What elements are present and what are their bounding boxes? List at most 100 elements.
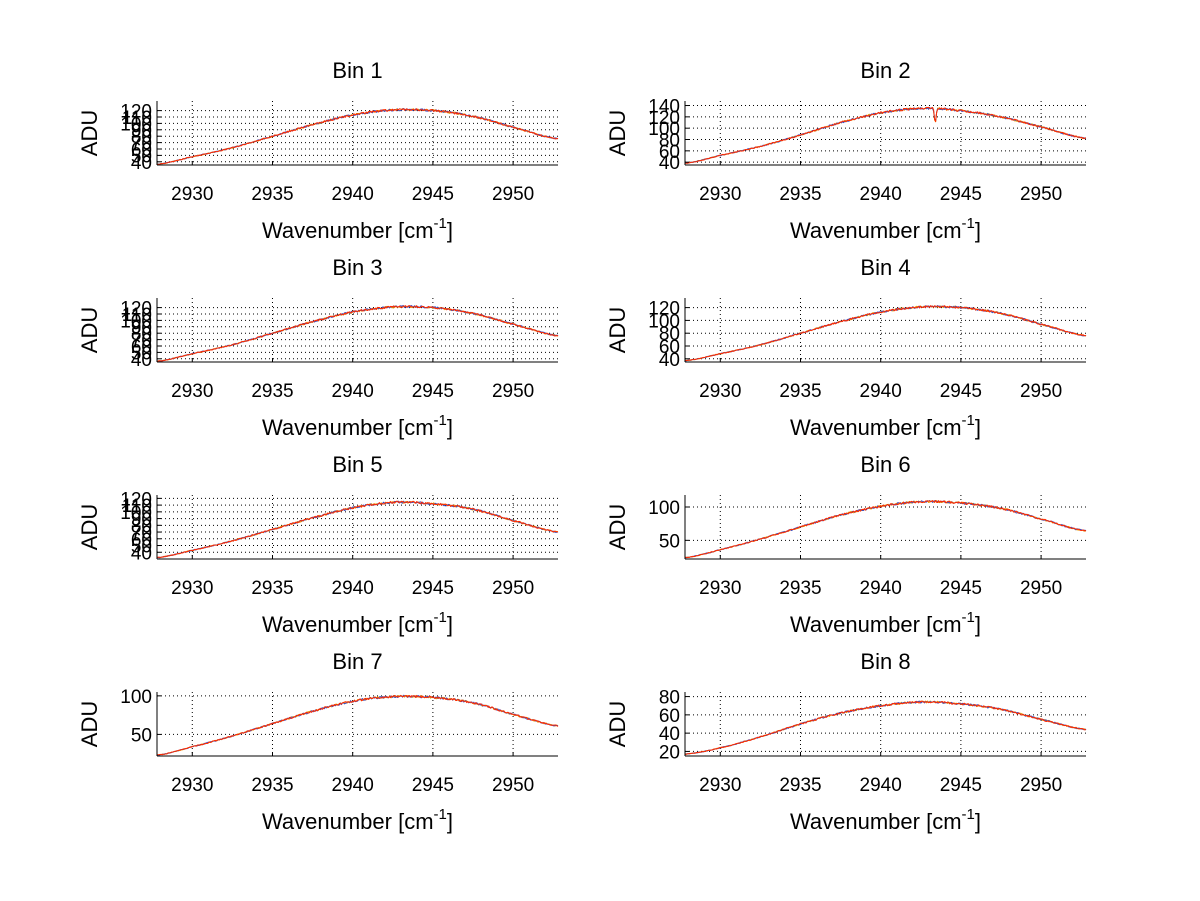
trace-orange bbox=[684, 106, 1087, 164]
trace-orange bbox=[156, 500, 559, 559]
subplot-title: Bin 7 bbox=[332, 649, 382, 674]
x-tick-label: 2935 bbox=[779, 184, 821, 205]
x-tick-label: 2940 bbox=[332, 184, 374, 205]
x-tick-label: 2940 bbox=[332, 381, 374, 402]
x-axis-label: Wavenumber [cm-1] bbox=[790, 412, 981, 440]
x-tick-label: 2945 bbox=[940, 184, 982, 205]
x-tick-label: 2945 bbox=[940, 381, 982, 402]
x-tick-label: 2930 bbox=[171, 381, 213, 402]
x-tick-label: 2945 bbox=[412, 775, 454, 796]
y-tick-label: 120 bbox=[648, 299, 680, 320]
trace-red bbox=[156, 500, 559, 558]
y-axis-label: ADU bbox=[77, 110, 102, 156]
y-tick-label: 50 bbox=[131, 725, 152, 746]
y-axis-label: ADU bbox=[605, 504, 630, 550]
y-tick-label: 50 bbox=[131, 343, 152, 364]
y-tick-label: 70 bbox=[131, 134, 152, 155]
subplot-title: Bin 3 bbox=[332, 255, 382, 280]
subplot-bin-1: 2930 2935 2940 2945 2950 40506070809010011012… bbox=[77, 58, 559, 243]
trace-red bbox=[684, 700, 1087, 755]
y-tick-label: 40 bbox=[131, 153, 152, 174]
trace-orange bbox=[684, 500, 1086, 559]
y-tick-label: 90 bbox=[131, 318, 152, 339]
subplot-bin-7: 2930 2935 2940 2945 2950 50 100 Bin 7 Wavenumber… bbox=[77, 649, 559, 834]
trace-red bbox=[156, 694, 559, 756]
trace-blue bbox=[684, 106, 1087, 164]
y-tick-label: 60 bbox=[131, 140, 152, 161]
x-tick-label: 2940 bbox=[332, 578, 374, 599]
y-axis-label: ADU bbox=[605, 307, 630, 353]
x-axis-label: Wavenumber [cm-1] bbox=[262, 806, 453, 834]
x-tick-label: 2930 bbox=[171, 578, 213, 599]
x-tick-label: 2945 bbox=[412, 184, 454, 205]
trace-red bbox=[684, 500, 1087, 559]
y-tick-label: 100 bbox=[648, 498, 680, 519]
y-tick-label: 80 bbox=[659, 131, 680, 152]
y-tick-label: 110 bbox=[122, 108, 152, 129]
x-tick-label: 2940 bbox=[860, 775, 902, 796]
y-axis-label: ADU bbox=[605, 110, 630, 156]
trace-blue bbox=[156, 500, 559, 559]
y-tick-label: 100 bbox=[648, 311, 680, 332]
y-tick-label: 40 bbox=[659, 350, 680, 371]
y-tick-label: 60 bbox=[659, 706, 680, 727]
y-tick-label: 80 bbox=[659, 688, 680, 709]
x-tick-label: 2940 bbox=[860, 381, 902, 402]
y-tick-label: 60 bbox=[131, 530, 152, 551]
y-tick-label: 100 bbox=[648, 119, 680, 140]
x-axis-label: Wavenumber [cm-1] bbox=[262, 215, 453, 243]
x-axis-label: Wavenumber [cm-1] bbox=[262, 412, 453, 440]
subplot-title: Bin 1 bbox=[332, 58, 382, 83]
y-tick-label: 50 bbox=[659, 531, 680, 552]
trace-red bbox=[156, 305, 559, 363]
y-tick-label: 100 bbox=[120, 687, 152, 708]
y-tick-label: 120 bbox=[120, 102, 152, 123]
y-tick-label: 60 bbox=[659, 142, 680, 163]
y-axis-label: ADU bbox=[77, 504, 102, 550]
x-tick-label: 2945 bbox=[412, 578, 454, 599]
y-tick-label: 40 bbox=[659, 153, 680, 174]
y-tick-label: 80 bbox=[659, 324, 680, 345]
subplot-title: Bin 6 bbox=[860, 452, 910, 477]
y-tick-label: 70 bbox=[131, 331, 152, 352]
trace-blue bbox=[684, 500, 1087, 559]
subplot-title: Bin 4 bbox=[860, 255, 910, 280]
trace-orange bbox=[684, 700, 1087, 755]
y-tick-label: 110 bbox=[122, 305, 152, 326]
y-tick-label: 60 bbox=[659, 337, 680, 358]
trace-blue bbox=[684, 700, 1087, 755]
y-tick-label: 20 bbox=[659, 742, 680, 763]
y-tick-label: 80 bbox=[131, 516, 152, 537]
x-tick-label: 2935 bbox=[779, 775, 821, 796]
x-tick-label: 2950 bbox=[1020, 184, 1062, 205]
trace-orange bbox=[156, 694, 559, 756]
y-axis-label: ADU bbox=[77, 307, 102, 353]
y-tick-label: 80 bbox=[131, 324, 152, 345]
y-tick-label: 140 bbox=[648, 97, 680, 118]
x-tick-label: 2945 bbox=[940, 775, 982, 796]
x-tick-label: 2950 bbox=[492, 578, 534, 599]
y-tick-label: 40 bbox=[131, 543, 152, 564]
x-tick-label: 2945 bbox=[940, 578, 982, 599]
subplot-bin-5: 2930 2935 2940 2945 2950 40506070809010011012… bbox=[77, 452, 559, 637]
trace-red bbox=[684, 106, 1087, 164]
x-tick-label: 2935 bbox=[779, 381, 821, 402]
x-tick-label: 2935 bbox=[251, 578, 293, 599]
x-axis-label: Wavenumber [cm-1] bbox=[262, 609, 453, 637]
y-tick-label: 50 bbox=[131, 537, 152, 558]
x-tick-label: 2945 bbox=[412, 381, 454, 402]
y-axis-label: ADU bbox=[605, 701, 630, 747]
y-axis-label: ADU bbox=[77, 701, 102, 747]
subplot-title: Bin 8 bbox=[860, 649, 910, 674]
x-tick-label: 2940 bbox=[860, 578, 902, 599]
y-tick-label: 40 bbox=[131, 350, 152, 371]
x-tick-label: 2940 bbox=[332, 775, 374, 796]
trace-red bbox=[156, 108, 559, 166]
x-tick-label: 2950 bbox=[492, 775, 534, 796]
x-tick-label: 2940 bbox=[860, 184, 902, 205]
x-tick-label: 2935 bbox=[251, 381, 293, 402]
x-tick-label: 2950 bbox=[1020, 381, 1062, 402]
